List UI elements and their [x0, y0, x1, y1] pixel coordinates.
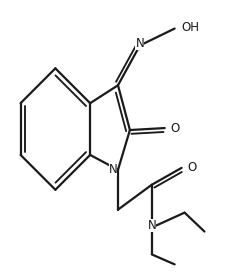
Text: O: O [187, 161, 197, 174]
Text: OH: OH [181, 21, 199, 34]
Text: O: O [170, 121, 180, 135]
Text: N: N [147, 219, 156, 232]
Text: N: N [135, 37, 144, 50]
Text: N: N [109, 163, 117, 176]
